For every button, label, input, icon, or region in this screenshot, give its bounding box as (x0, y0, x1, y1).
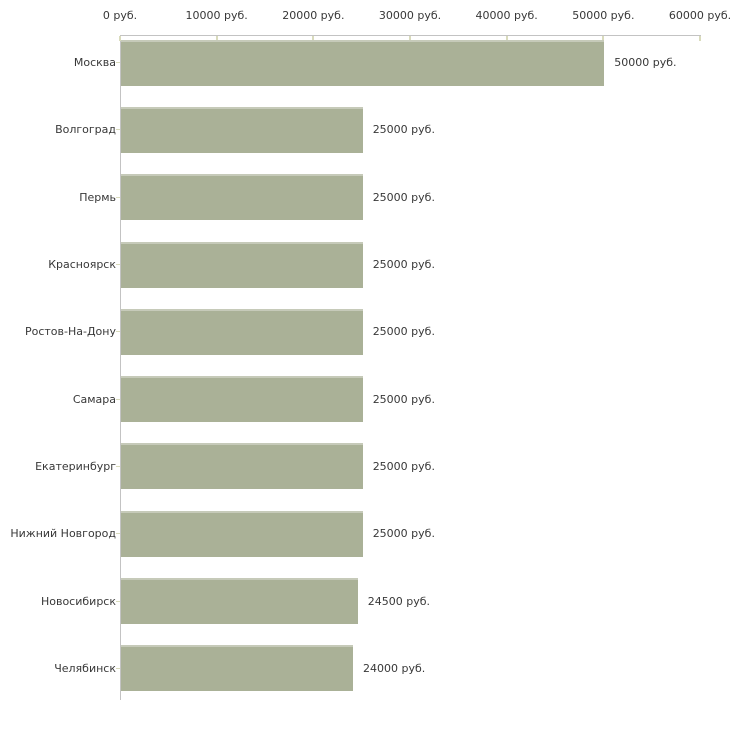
x-axis-tick-label: 20000 руб. (282, 9, 345, 22)
bar-row: Пермь 25000 руб. (0, 164, 730, 231)
x-axis-tick-label: 40000 руб. (475, 9, 538, 22)
category-tick (116, 465, 120, 467)
category-tick (116, 533, 120, 535)
category-label: Екатеринбург (35, 459, 116, 473)
category-tick (116, 129, 120, 131)
value-label: 25000 руб. (372, 459, 435, 473)
value-label: 25000 руб. (372, 392, 435, 406)
bar-row: Красноярск 25000 руб. (0, 231, 730, 298)
value-bar (121, 241, 363, 288)
x-axis-tick-label: 60000 руб. (668, 9, 730, 22)
x-axis-tick-label: 10000 руб. (185, 9, 248, 22)
value-bar (121, 376, 363, 423)
category-tick (116, 398, 120, 400)
value-bar (121, 510, 363, 557)
value-label: 24000 руб. (363, 661, 426, 675)
value-label: 25000 руб. (372, 527, 435, 541)
value-bar (121, 106, 363, 153)
x-axis-tick (409, 36, 411, 41)
value-bar (121, 578, 358, 625)
category-tick (116, 331, 120, 333)
x-axis-tick (312, 36, 315, 41)
x-axis-tick (215, 36, 218, 41)
value-label: 25000 руб. (372, 123, 435, 137)
x-axis-tick (505, 36, 508, 41)
x-axis-tick-label: 0 руб. (102, 9, 138, 22)
bar-row: Ростов-На-Дону 25000 руб. (0, 298, 730, 365)
category-tick (116, 62, 120, 64)
category-label: Волгоград (55, 123, 116, 137)
category-label: Ростов-На-Дону (24, 325, 116, 339)
x-axis-line (120, 35, 701, 36)
category-tick (116, 264, 120, 266)
bar-row: Самара 25000 руб. (0, 365, 730, 432)
bar-row: Москва 50000 руб. (0, 29, 730, 96)
category-tick (116, 667, 120, 669)
value-label: 25000 руб. (372, 325, 435, 339)
bar-row: Новосибирск 24500 руб. (0, 567, 730, 634)
bar-row: Нижний Новгород 25000 руб. (0, 500, 730, 567)
x-axis-tick-label: 30000 руб. (378, 9, 442, 22)
category-label: Самара (72, 392, 116, 406)
value-bar (121, 174, 363, 221)
category-tick (116, 196, 120, 198)
x-axis-tick (602, 36, 605, 41)
category-label: Москва (73, 56, 116, 70)
value-label: 25000 руб. (372, 190, 435, 204)
value-bar (121, 443, 363, 490)
bar-row: Екатеринбург 25000 руб. (0, 433, 730, 500)
bar-row: Челябинск 24000 руб. (0, 635, 730, 702)
x-axis-tick-label: 50000 руб. (572, 9, 635, 22)
category-label: Челябинск (54, 661, 116, 675)
value-label: 25000 руб. (372, 258, 435, 272)
bar-rows: Москва 50000 руб. Волгоград 25000 руб. П… (0, 29, 730, 702)
value-bar (121, 645, 353, 692)
category-label: Нижний Новгород (10, 527, 116, 541)
value-bar (121, 39, 605, 86)
value-label: 50000 руб. (614, 56, 677, 70)
category-label: Новосибирск (40, 594, 116, 608)
category-label: Красноярск (48, 258, 116, 272)
bar-row: Волгоград 25000 руб. (0, 96, 730, 163)
value-label: 24500 руб. (367, 594, 431, 608)
x-axis-tick (699, 36, 701, 41)
value-bar (121, 308, 363, 355)
y-axis-line (120, 35, 121, 700)
category-label: Пермь (79, 190, 116, 204)
x-axis-tick (119, 36, 121, 41)
category-tick (116, 600, 120, 602)
